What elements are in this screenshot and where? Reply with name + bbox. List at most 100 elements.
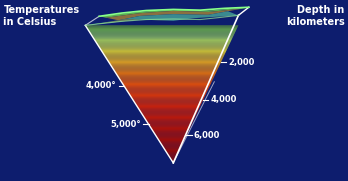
Polygon shape	[127, 90, 207, 91]
Polygon shape	[156, 135, 186, 136]
Polygon shape	[113, 68, 218, 69]
Polygon shape	[95, 40, 231, 41]
Polygon shape	[167, 153, 178, 154]
Polygon shape	[159, 141, 184, 142]
Polygon shape	[142, 113, 197, 114]
Polygon shape	[103, 54, 225, 55]
Polygon shape	[116, 73, 216, 74]
Polygon shape	[107, 59, 222, 60]
Polygon shape	[171, 159, 175, 160]
Polygon shape	[137, 107, 200, 108]
Polygon shape	[137, 106, 200, 107]
Polygon shape	[88, 30, 236, 31]
Polygon shape	[118, 77, 214, 78]
Polygon shape	[103, 53, 226, 54]
Polygon shape	[119, 78, 214, 79]
Polygon shape	[167, 154, 177, 155]
Polygon shape	[160, 143, 183, 144]
Polygon shape	[139, 110, 198, 111]
Polygon shape	[172, 161, 174, 162]
Polygon shape	[164, 148, 180, 149]
Polygon shape	[106, 9, 242, 20]
Polygon shape	[114, 71, 217, 72]
Polygon shape	[92, 36, 233, 37]
Polygon shape	[106, 57, 223, 58]
Polygon shape	[158, 139, 184, 140]
Polygon shape	[92, 35, 234, 36]
Text: 4,000°: 4,000°	[86, 81, 116, 90]
Polygon shape	[86, 26, 238, 27]
Text: 5,000°: 5,000°	[110, 120, 141, 129]
Polygon shape	[122, 82, 212, 83]
Polygon shape	[141, 112, 197, 113]
Polygon shape	[146, 121, 193, 122]
Polygon shape	[114, 70, 217, 71]
Polygon shape	[135, 103, 201, 104]
Polygon shape	[118, 76, 214, 77]
Polygon shape	[150, 126, 191, 127]
Text: Temperatures
in Celsius: Temperatures in Celsius	[3, 5, 80, 27]
Polygon shape	[153, 132, 188, 133]
Polygon shape	[97, 44, 230, 45]
Polygon shape	[105, 56, 224, 57]
Polygon shape	[136, 104, 201, 105]
Polygon shape	[132, 99, 204, 100]
Polygon shape	[159, 140, 184, 141]
Polygon shape	[87, 28, 237, 29]
Polygon shape	[147, 122, 193, 123]
Polygon shape	[143, 115, 196, 116]
Polygon shape	[85, 25, 238, 26]
Polygon shape	[109, 63, 221, 64]
Polygon shape	[104, 55, 224, 56]
Polygon shape	[141, 111, 198, 112]
Polygon shape	[130, 96, 205, 97]
Polygon shape	[144, 117, 195, 118]
Text: 6,000: 6,000	[194, 131, 220, 140]
Polygon shape	[125, 87, 209, 88]
Polygon shape	[96, 43, 230, 44]
Polygon shape	[126, 89, 208, 90]
Polygon shape	[96, 42, 231, 43]
Polygon shape	[145, 119, 194, 120]
Polygon shape	[102, 52, 226, 53]
Polygon shape	[120, 80, 212, 81]
Polygon shape	[133, 100, 203, 102]
Polygon shape	[154, 133, 188, 134]
Polygon shape	[129, 94, 206, 95]
Polygon shape	[146, 120, 194, 121]
Polygon shape	[124, 86, 210, 87]
Polygon shape	[85, 11, 238, 25]
Polygon shape	[152, 130, 189, 131]
Polygon shape	[123, 84, 211, 85]
Polygon shape	[116, 74, 215, 75]
Text: 4,000: 4,000	[211, 95, 237, 104]
Polygon shape	[166, 152, 179, 153]
Polygon shape	[165, 150, 179, 151]
Polygon shape	[99, 7, 249, 18]
Polygon shape	[165, 149, 180, 150]
Polygon shape	[108, 61, 221, 62]
Polygon shape	[111, 65, 220, 66]
Polygon shape	[102, 51, 226, 52]
Polygon shape	[129, 93, 206, 94]
Polygon shape	[90, 33, 235, 34]
Polygon shape	[139, 109, 199, 110]
Polygon shape	[149, 125, 191, 126]
Polygon shape	[163, 147, 181, 148]
Polygon shape	[108, 60, 222, 61]
Polygon shape	[156, 136, 186, 137]
Text: 2,000: 2,000	[229, 58, 255, 67]
Polygon shape	[170, 157, 176, 158]
Polygon shape	[142, 114, 196, 115]
Polygon shape	[106, 58, 223, 59]
Polygon shape	[101, 50, 227, 51]
Polygon shape	[161, 145, 182, 146]
Polygon shape	[110, 64, 220, 65]
Polygon shape	[143, 116, 196, 117]
Text: Depth in
kilometers: Depth in kilometers	[286, 5, 345, 27]
Polygon shape	[90, 34, 235, 35]
Polygon shape	[86, 27, 238, 28]
Polygon shape	[112, 67, 219, 68]
Polygon shape	[138, 108, 199, 109]
Polygon shape	[101, 49, 227, 50]
